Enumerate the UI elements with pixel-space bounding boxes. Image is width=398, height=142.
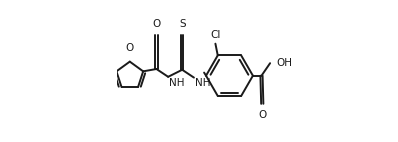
Text: NH: NH (195, 78, 211, 88)
Text: OH: OH (276, 58, 293, 68)
Text: O: O (258, 110, 266, 120)
Text: NH: NH (170, 78, 185, 88)
Text: S: S (179, 19, 185, 30)
Text: Cl: Cl (210, 30, 220, 40)
Text: O: O (126, 43, 134, 53)
Text: O: O (152, 19, 160, 29)
